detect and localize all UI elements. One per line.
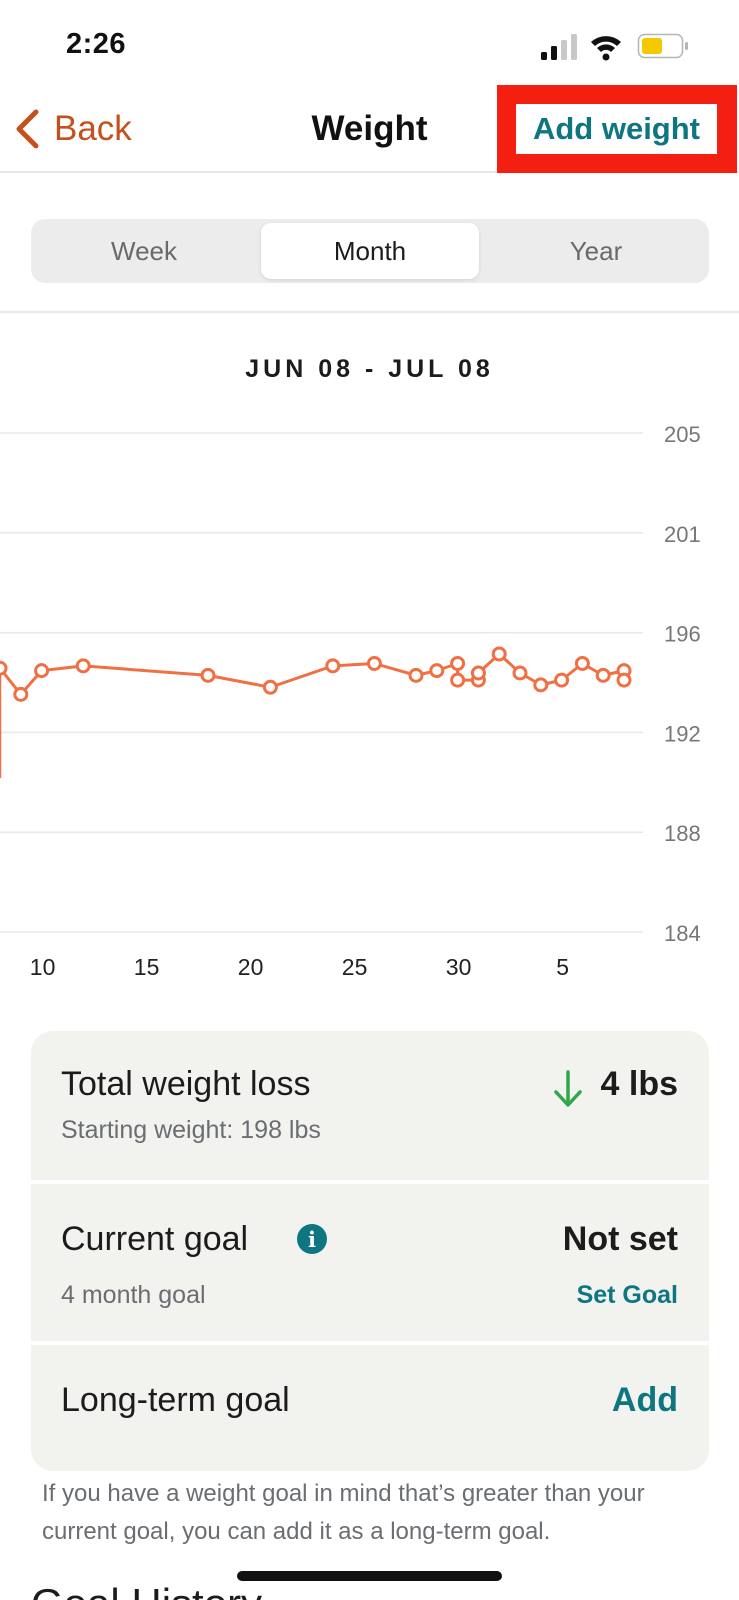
tab-week[interactable]: Week bbox=[111, 235, 177, 266]
data-point bbox=[595, 667, 611, 683]
x-tick-label: 20 bbox=[238, 954, 264, 980]
row-divider bbox=[31, 1341, 709, 1345]
chevron-left-icon bbox=[16, 109, 39, 149]
chart-date-range: JUN 08 - JUL 08 bbox=[245, 355, 494, 383]
data-point bbox=[491, 646, 507, 662]
data-point bbox=[200, 667, 216, 683]
current-goal-row: Current goal i 4 month goal Not set Set … bbox=[31, 1184, 709, 1341]
data-point bbox=[429, 663, 445, 679]
total-weight-loss-label: Total weight loss bbox=[61, 1065, 311, 1103]
data-point bbox=[366, 655, 382, 671]
data-point bbox=[325, 658, 341, 674]
set-goal-button[interactable]: Set Goal bbox=[576, 1281, 678, 1309]
y-tick-label: 188 bbox=[664, 821, 701, 846]
add-long-term-goal-button[interactable]: Add bbox=[611, 1381, 678, 1419]
current-goal-value: Not set bbox=[562, 1220, 678, 1258]
data-point bbox=[512, 665, 528, 681]
data-point bbox=[470, 665, 486, 681]
tab-year[interactable]: Year bbox=[569, 235, 623, 266]
data-point bbox=[616, 672, 632, 688]
arrow-down-icon bbox=[554, 1070, 582, 1107]
starting-weight-text: Starting weight: 198 lbs bbox=[61, 1116, 321, 1144]
summary-card: Total weight loss Starting weight: 198 l… bbox=[31, 1031, 709, 1471]
wifi-icon bbox=[591, 36, 621, 61]
goal-history-heading: Goal History bbox=[31, 1580, 262, 1600]
long-term-goal-label: Long-term goal bbox=[61, 1381, 290, 1419]
info-icon[interactable]: i bbox=[297, 1224, 327, 1254]
status-time: 2:26 bbox=[66, 28, 127, 60]
add-weight-button[interactable]: Add weight bbox=[516, 104, 717, 154]
weight-chart: 205 201 196 192 188 184 10 15 20 25 30 5 bbox=[0, 422, 701, 980]
data-point bbox=[408, 667, 424, 683]
data-point bbox=[450, 655, 466, 671]
x-tick-label: 10 bbox=[30, 954, 56, 980]
period-segmented-control: Week Month Year bbox=[31, 219, 709, 283]
back-button[interactable]: Back bbox=[14, 105, 132, 153]
series-line bbox=[0, 652, 626, 696]
home-indicator bbox=[237, 1571, 502, 1581]
status-bar: 2:26 bbox=[0, 0, 739, 90]
data-point bbox=[574, 655, 590, 671]
x-tick-label: 5 bbox=[556, 954, 569, 980]
y-tick-label: 205 bbox=[664, 422, 701, 447]
divider bbox=[0, 311, 739, 313]
battery-icon bbox=[637, 33, 688, 59]
x-tick-label: 25 bbox=[342, 954, 368, 980]
back-label: Back bbox=[54, 109, 132, 148]
cellular-signal-icon bbox=[541, 34, 577, 60]
add-weight-highlight: Add weight bbox=[497, 85, 737, 173]
x-tick-label: 30 bbox=[446, 954, 472, 980]
y-tick-label: 201 bbox=[664, 522, 701, 547]
y-tick-label: 192 bbox=[664, 721, 701, 746]
y-tick-label: 184 bbox=[664, 921, 701, 946]
data-point bbox=[533, 677, 549, 693]
data-point bbox=[450, 672, 466, 688]
data-point bbox=[13, 686, 29, 702]
long-term-goal-helper-text: If you have a weight goal in mind that’s… bbox=[42, 1480, 645, 1545]
data-point bbox=[0, 660, 8, 676]
current-goal-label: Current goal bbox=[61, 1220, 249, 1258]
data-point bbox=[75, 658, 91, 674]
data-point bbox=[262, 679, 278, 695]
goal-duration-text: 4 month goal bbox=[61, 1281, 206, 1309]
row-divider bbox=[31, 1180, 709, 1184]
long-term-goal-row: Long-term goal Add bbox=[31, 1345, 709, 1471]
y-tick-label: 196 bbox=[664, 622, 701, 647]
tab-month[interactable]: Month bbox=[261, 223, 479, 279]
nav-bar: Back Weight Add weight bbox=[0, 85, 739, 173]
weight-loss-value: 4 lbs bbox=[600, 1065, 678, 1103]
total-weight-loss-row: Total weight loss Starting weight: 198 l… bbox=[31, 1031, 709, 1180]
data-point bbox=[34, 663, 50, 679]
status-icons bbox=[541, 32, 711, 62]
x-tick-label: 15 bbox=[134, 954, 160, 980]
data-point bbox=[554, 672, 570, 688]
